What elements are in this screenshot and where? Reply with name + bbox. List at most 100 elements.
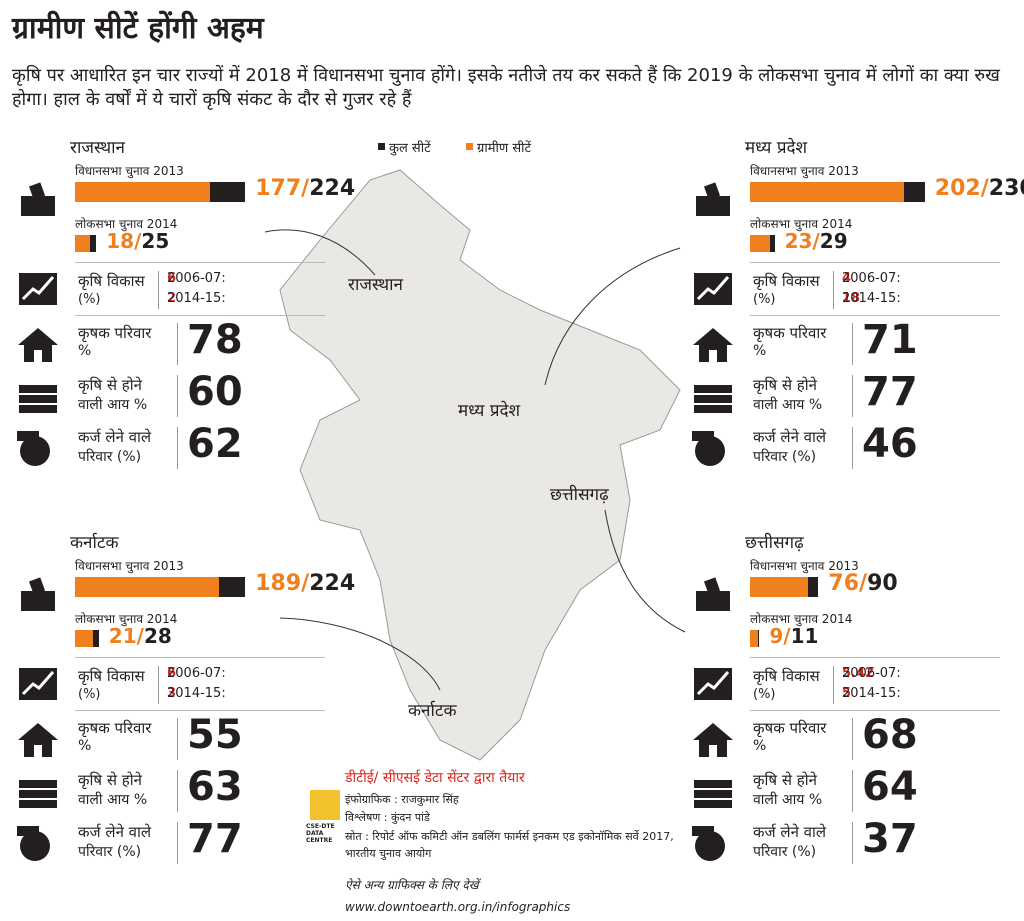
vline xyxy=(177,718,178,760)
assembly-label: विधानसभा चुनाव 2013 xyxy=(75,164,184,178)
debt-label: कर्ज लेने वाले xyxy=(753,428,827,446)
growth-value: 6 xyxy=(167,666,177,681)
debt-label: परिवार (%) xyxy=(78,449,142,465)
farm-value: 78 xyxy=(187,317,243,363)
farm-label: % xyxy=(78,343,92,359)
arrow xyxy=(264,229,376,276)
divider xyxy=(750,710,1000,711)
divider xyxy=(750,315,1000,316)
divider xyxy=(75,262,325,263)
separator: / xyxy=(980,176,989,201)
lok-label: लोकसभा चुनाव 2014 xyxy=(750,612,853,626)
map-shape xyxy=(279,169,681,761)
debt-value: 37 xyxy=(862,816,918,862)
debt-icon xyxy=(17,826,50,861)
vline xyxy=(177,375,178,417)
seat-numbers: 202/230 xyxy=(935,176,1024,201)
separator: / xyxy=(859,571,868,596)
farm-value: 68 xyxy=(862,712,918,758)
income-icon xyxy=(19,780,57,808)
growth-year: 2014-15: xyxy=(842,291,901,306)
logo xyxy=(310,790,340,820)
growth-unit: (%) xyxy=(753,687,776,702)
farm-value: 55 xyxy=(187,712,243,758)
map-label: छत्तीसगढ़ xyxy=(550,485,609,505)
income-value: 64 xyxy=(862,764,918,810)
growth-unit: (%) xyxy=(753,292,776,307)
growth-value: 18 xyxy=(842,291,861,306)
income-label: वाली आय % xyxy=(78,397,148,413)
income-value: 77 xyxy=(862,369,918,415)
growth-unit: (%) xyxy=(78,292,101,307)
assembly-label: विधानसभा चुनाव 2013 xyxy=(75,559,184,573)
rural-seats: 21 xyxy=(108,624,137,648)
growth-row: 2006-07: 6 xyxy=(167,271,226,286)
growth-label: कृषि विकास xyxy=(753,667,820,685)
rural-seats: 76 xyxy=(828,571,860,596)
debt-label: कर्ज लेने वाले xyxy=(753,823,827,841)
seat-numbers: 21/28 xyxy=(108,624,172,648)
income-label: कृषि से होने xyxy=(753,376,817,394)
vline xyxy=(852,323,853,365)
total-seats: 25 xyxy=(141,229,170,253)
title: ग्रामीण सीटें होंगी अहम xyxy=(12,11,264,46)
growth-row: 2014-15: 5 xyxy=(842,686,901,701)
credit: इंफोग्राफिक : राजकुमार सिंह xyxy=(345,793,459,806)
growth-row: 2006-07: 4 xyxy=(842,271,901,286)
divider xyxy=(75,315,325,316)
total-seats: 224 xyxy=(309,176,356,201)
seat-numbers: 177/224 xyxy=(255,176,355,201)
rural-bar xyxy=(750,577,808,597)
growth-label: कृषि विकास xyxy=(78,667,145,685)
income-value: 60 xyxy=(187,369,243,415)
seat-numbers: 189/224 xyxy=(255,571,355,596)
seat-numbers: 9/11 xyxy=(769,624,818,648)
growth-row: 2014-15: 2 xyxy=(167,291,226,306)
income-icon xyxy=(694,385,732,413)
divider xyxy=(75,657,325,658)
farm-icon xyxy=(18,328,58,362)
legend-total: कुल सीटें xyxy=(389,141,431,156)
vline xyxy=(177,770,178,812)
growth-value: 2 xyxy=(167,291,177,306)
lok-label: लोकसभा चुनाव 2014 xyxy=(75,217,178,231)
debt-icon xyxy=(17,431,50,466)
separator: / xyxy=(301,176,310,201)
vline xyxy=(852,822,853,864)
lok-label: लोकसभा चुनाव 2014 xyxy=(750,217,853,231)
divider xyxy=(750,657,1000,658)
farm-label: कृषक परिवार xyxy=(78,324,152,342)
income-label: कृषि से होने xyxy=(753,771,817,789)
rural-seats: 177 xyxy=(255,176,302,201)
lok-label: लोकसभा चुनाव 2014 xyxy=(75,612,178,626)
legend-swatch xyxy=(378,143,385,150)
ballot-icon xyxy=(696,577,730,611)
total-seats: 90 xyxy=(867,571,898,596)
rural-seats: 18 xyxy=(106,229,135,253)
total-seats: 230 xyxy=(988,176,1024,201)
income-label: वाली आय % xyxy=(753,792,823,808)
rural-bar xyxy=(75,235,91,252)
rural-bar xyxy=(750,630,758,647)
growth-year: 2006-07: xyxy=(842,271,901,286)
farm-label: कृषक परिवार xyxy=(78,719,152,737)
growth-label: कृषि विकास xyxy=(78,272,145,290)
ballot-icon xyxy=(696,182,730,216)
growth-year: 2006-07: xyxy=(167,666,226,681)
separator: / xyxy=(783,624,791,648)
map-label: राजस्थान xyxy=(348,275,403,295)
total-seats: 28 xyxy=(143,624,172,648)
farm-label: % xyxy=(753,343,767,359)
debt-label: परिवार (%) xyxy=(753,844,817,860)
state-name: कर्नाटक xyxy=(70,533,119,553)
growth-row: 2006-07: 5.42 xyxy=(842,666,901,681)
income-icon xyxy=(694,780,732,808)
debt-value: 62 xyxy=(187,421,243,467)
growth-year: 2014-15: xyxy=(167,291,226,306)
debt-label: कर्ज लेने वाले xyxy=(78,428,152,446)
farm-label: कृषक परिवार xyxy=(753,719,827,737)
intro: कृषि पर आधारित इन चार राज्यों में 2018 म… xyxy=(12,65,1000,110)
legend-swatch xyxy=(466,143,473,150)
farm-label: कृषक परिवार xyxy=(753,324,827,342)
